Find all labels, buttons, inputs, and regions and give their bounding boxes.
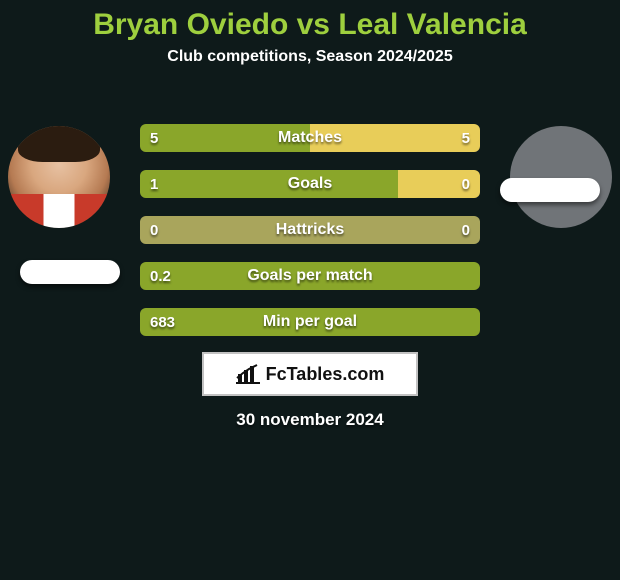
bar-row: Goals1 0	[140, 170, 480, 198]
avatar-face-icon	[8, 126, 110, 228]
bar-value-left: 683	[140, 308, 185, 336]
subtitle: Club competitions, Season 2024/2025	[0, 48, 620, 66]
bar-value-right: 0	[452, 170, 480, 198]
player-left-avatar	[8, 126, 110, 228]
footer-date: 30 november 2024	[0, 410, 620, 430]
jersey-icon	[8, 194, 110, 228]
bar-value-right: 5	[452, 124, 480, 152]
bar-value-left: 1	[140, 170, 168, 198]
bar-label: Hattricks	[140, 216, 480, 244]
bar-label: Matches	[140, 124, 480, 152]
bar-row: Goals per match0.2	[140, 262, 480, 290]
bar-row: Min per goal683	[140, 308, 480, 336]
player-left-name-pill	[20, 260, 120, 284]
player-right-avatar	[510, 126, 612, 228]
avatar-placeholder-icon	[510, 126, 612, 228]
brand-badge: FcTables.com	[202, 352, 418, 396]
comparison-bar-chart: Matches55Goals10Hattricks00Goals per mat…	[140, 124, 480, 354]
bar-value-left: 0	[140, 216, 168, 244]
page-title: Bryan Oviedo vs Leal Valencia	[0, 0, 620, 42]
bar-label: Goals	[140, 170, 480, 198]
bar-value-right: 0	[452, 216, 480, 244]
bar-label: Goals per match	[140, 262, 480, 290]
bar-value-left: 0.2	[140, 262, 181, 290]
player-right-name-pill	[500, 178, 600, 202]
bar-chart-icon	[236, 364, 260, 384]
bar-row: Matches5 5	[140, 124, 480, 152]
bar-value-left: 5	[140, 124, 168, 152]
bar-label: Min per goal	[140, 308, 480, 336]
bar-row: Hattricks0 0	[140, 216, 480, 244]
brand-text: FcTables.com	[266, 364, 385, 385]
